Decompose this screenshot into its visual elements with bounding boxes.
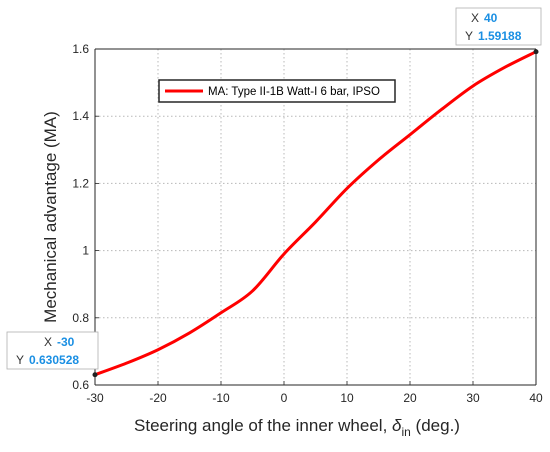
datatip-right-x-key: X bbox=[471, 11, 479, 25]
datatip-left-y-value: 0.630528 bbox=[29, 353, 79, 367]
x-tick-label: -30 bbox=[86, 391, 104, 405]
x-tick-label: 10 bbox=[340, 391, 354, 405]
x-tick-label: 40 bbox=[529, 391, 543, 405]
datatip-left-box bbox=[6, 331, 99, 370]
y-tick-label: 0.8 bbox=[72, 311, 89, 325]
x-tick-label: -10 bbox=[212, 391, 230, 405]
tick-labels: -30 -20 -10 0 10 20 30 40 0.6 0.8 1 1.2 1.4 1.6 bbox=[72, 42, 543, 405]
datatip-right[interactable]: X 40 Y 1.59188 bbox=[455, 7, 542, 46]
y-tick-label: 1.2 bbox=[72, 176, 89, 190]
x-axis-label: Steering angle of the inner wheel, δin (… bbox=[134, 416, 460, 439]
y-tick-label: 1.6 bbox=[72, 42, 89, 56]
legend-entry-label: MA: Type II-1B Watt-I 6 bar, IPSO bbox=[208, 86, 380, 98]
x-tick-label: -20 bbox=[149, 391, 167, 405]
datatip-right-y-key: Y bbox=[465, 29, 473, 43]
datatip-left-x-value: -30 bbox=[57, 335, 75, 349]
axes bbox=[94, 48, 537, 386]
y-tick-label: 0.6 bbox=[72, 378, 89, 392]
y-tick-label: 1.4 bbox=[72, 109, 89, 123]
x-tick-label: 0 bbox=[281, 391, 288, 405]
x-tick-label: 20 bbox=[403, 391, 417, 405]
datatip-right-box bbox=[455, 7, 542, 46]
x-tick-label: 30 bbox=[466, 391, 480, 405]
datatip-left-x-key: X bbox=[44, 335, 52, 349]
legend[interactable]: MA: Type II-1B Watt-I 6 bar, IPSO bbox=[158, 79, 396, 103]
datatip-left-y-key: Y bbox=[16, 353, 24, 367]
y-axis-label: Mechanical advantage (MA) bbox=[41, 111, 60, 323]
datatip-left-marker bbox=[92, 372, 98, 378]
datatip-right-marker bbox=[533, 49, 539, 55]
datatip-right-y-value: 1.59188 bbox=[478, 29, 522, 43]
y-tick-label: 1 bbox=[82, 244, 89, 258]
datatip-left[interactable]: X -30 Y 0.630528 bbox=[6, 331, 99, 370]
datatip-right-x-value: 40 bbox=[484, 11, 498, 25]
series-line-ma[interactable] bbox=[94, 50, 537, 377]
legend-box bbox=[158, 79, 396, 103]
